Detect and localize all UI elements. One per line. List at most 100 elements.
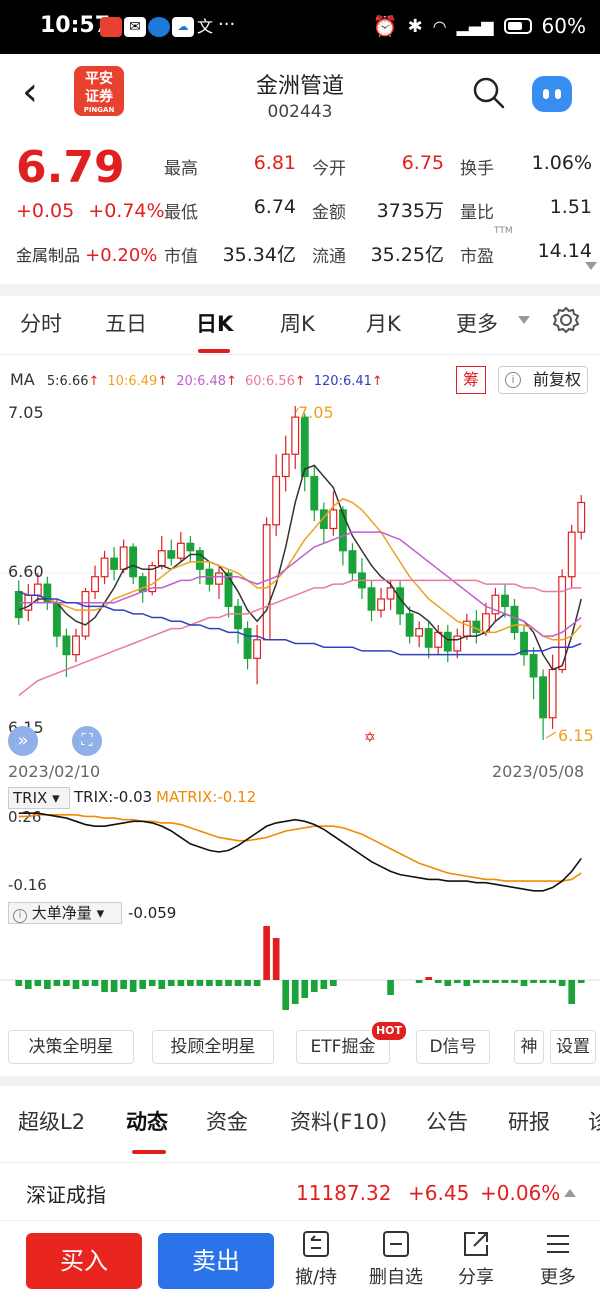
candle <box>558 576 567 671</box>
netflow-chart[interactable] <box>0 924 600 1020</box>
y-tick-mid: 6.60 <box>8 562 44 581</box>
info-tab-1[interactable]: 动态 <box>126 1110 168 1134</box>
change-pct: +0.74% <box>88 200 165 222</box>
candle <box>510 605 519 633</box>
quote-value: 3735万 <box>376 200 444 222</box>
up-arrow-icon: ↑ <box>226 374 237 389</box>
back-icon[interactable]: ‹ <box>22 69 38 115</box>
search-icon[interactable] <box>472 76 506 110</box>
info-tab-0[interactable]: 超级L2 <box>18 1110 86 1134</box>
info-tab-2[interactable]: 资金 <box>206 1110 248 1134</box>
index-ticker[interactable]: 深证成指 11187.32 +6.45 +0.06% <box>0 1162 600 1220</box>
candle <box>386 587 395 600</box>
netflow-bar <box>63 980 70 986</box>
netflow-bar <box>530 980 537 983</box>
netflow-indicator-select[interactable]: i 大单净量 ▾ <box>8 902 122 924</box>
trix-chart[interactable] <box>0 806 600 898</box>
adjust-button[interactable]: i 前复权 <box>498 366 588 394</box>
netflow-bar <box>387 980 394 995</box>
settings-gear-icon[interactable] <box>552 306 580 334</box>
candle <box>100 557 109 578</box>
candle <box>443 631 452 652</box>
more-button[interactable]: 更多 <box>526 1229 590 1289</box>
assistant-robot-icon[interactable] <box>532 76 572 112</box>
tab-period-0[interactable]: 分时 <box>20 312 62 336</box>
candle <box>148 564 157 593</box>
quote-label: 市值 <box>164 247 198 267</box>
kline-chart[interactable] <box>0 400 600 760</box>
quote-panel: 6.79 +0.05 +0.74% 金属制品 +0.20% 最高 6.81 今开 6.… <box>0 136 600 284</box>
quote-value: 1.51 <box>549 196 592 218</box>
signal-icon: ▂▄▆ <box>456 16 494 36</box>
chip-button[interactable]: 神 <box>514 1030 544 1064</box>
quote-expand-icon[interactable] <box>585 262 597 270</box>
chip-button[interactable]: D信号 <box>416 1030 490 1064</box>
more-dropdown-icon[interactable] <box>518 316 530 324</box>
chip-distribution-button[interactable]: 筹 <box>456 366 486 394</box>
expand-up-icon[interactable] <box>564 1189 576 1197</box>
tab-period-2[interactable]: 日K <box>196 312 234 336</box>
text-icon: 文 <box>196 17 213 36</box>
candle <box>14 590 23 619</box>
tab-period-1[interactable]: 五日 <box>105 312 147 336</box>
ma5-line <box>18 464 582 671</box>
high-marker-label: 7.05 <box>298 403 334 422</box>
netflow-bar <box>434 980 442 983</box>
info-tab-4[interactable]: 公告 <box>426 1110 468 1134</box>
candle <box>253 639 262 659</box>
end-date: 2023/05/08 <box>492 762 585 781</box>
event-marker-icon[interactable]: ✡ <box>364 730 376 746</box>
status-time: 10:57 <box>40 13 111 38</box>
expand-left-icon[interactable]: » <box>8 726 38 756</box>
quote-value: 6.81 <box>253 152 296 174</box>
candle <box>119 546 128 570</box>
start-date: 2023/02/10 <box>8 762 101 781</box>
buy-button[interactable]: 买入 <box>26 1233 142 1289</box>
chip-button[interactable]: ETF掘金 <box>296 1030 390 1064</box>
matrix-line <box>18 814 582 882</box>
ma-item: 120:6.41↑ <box>314 374 383 389</box>
cancel-hold-button[interactable]: 撤/持 <box>284 1229 348 1289</box>
candle <box>567 531 576 578</box>
tab-period-5[interactable]: 更多 <box>456 312 498 336</box>
chip-button[interactable]: 设置 <box>550 1030 596 1064</box>
low-marker-label: 6.15 <box>558 726 594 745</box>
candle <box>415 628 424 637</box>
trix-value: TRIX:-0.03 <box>74 788 153 806</box>
low-marker-line <box>545 731 557 739</box>
info-tab-5[interactable]: 研报 <box>508 1110 550 1134</box>
logo-text-1: 平安 <box>85 71 113 87</box>
sell-button[interactable]: 卖出 <box>158 1233 274 1289</box>
up-arrow-icon: ↑ <box>371 374 383 389</box>
candle <box>520 631 528 656</box>
tab-period-3[interactable]: 周K <box>280 312 315 336</box>
netflow-bar <box>272 938 280 980</box>
period-tabs: 分时 五日 日K 周K 月K 更多 <box>0 296 600 354</box>
chip-button[interactable]: 决策全明星 <box>8 1030 134 1064</box>
sector-info[interactable]: 金属制品 +0.20% <box>16 242 157 266</box>
netflow-bar <box>577 980 585 983</box>
header: ‹ 平安 证券 PINGAN 金洲管道 002443 <box>0 54 600 136</box>
info-tabs: 超级L2 动态 资金 资料(F10) 公告 研报 诊 <box>0 1086 600 1158</box>
fullscreen-icon[interactable]: ⛶ <box>72 726 102 756</box>
ma-item: 10:6.49↑ <box>107 374 168 389</box>
candle <box>377 598 385 611</box>
info-tab-3[interactable]: 资料(F10) <box>290 1110 388 1134</box>
remove-watchlist-button[interactable]: 删自选 <box>364 1229 428 1289</box>
ma-item: 5:6.66↑ <box>47 374 100 389</box>
ma10-line <box>18 497 582 641</box>
chip-button[interactable]: 投顾全明星 <box>152 1030 274 1064</box>
quote-label: 金额 <box>312 203 346 223</box>
candle <box>491 594 500 615</box>
quote-label: 量比 <box>460 203 494 223</box>
info-tab-6[interactable]: 诊 <box>588 1110 600 1134</box>
netflow-bar <box>53 980 61 986</box>
ma-item: 60:6.56↑ <box>245 374 306 389</box>
cloud-icon: ☁ <box>172 17 194 37</box>
ma120-line <box>18 590 582 656</box>
netflow-bar <box>120 980 127 989</box>
trix-indicator-select[interactable]: TRIX ▾ <box>8 787 70 809</box>
share-button[interactable]: 分享 <box>444 1229 508 1289</box>
tab-period-4[interactable]: 月K <box>366 312 401 336</box>
candle <box>405 613 414 637</box>
